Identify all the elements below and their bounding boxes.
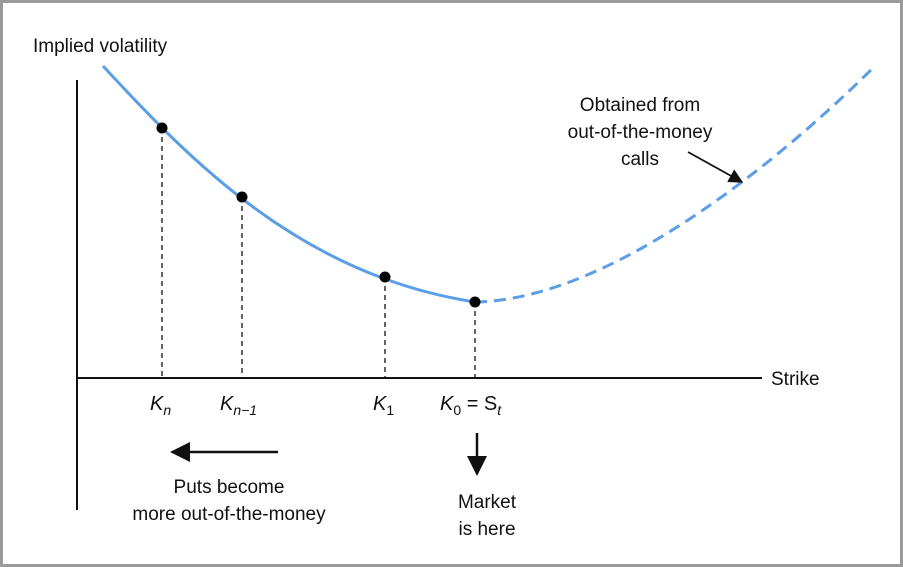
calls-pointer-arrow xyxy=(687,151,744,183)
strike-label-k0: K0 = St xyxy=(440,393,502,418)
smile-curve-solid xyxy=(101,64,476,304)
point-kn-1 xyxy=(236,191,248,203)
market-annotation-line-1: Market xyxy=(458,492,517,513)
smile-curve-dashed xyxy=(474,64,877,304)
puts-annotation-line-1: Puts become xyxy=(174,477,285,498)
calls-annotation-line-3: calls xyxy=(621,149,659,170)
market-annotation-line-2: is here xyxy=(458,519,515,540)
point-k1 xyxy=(379,271,391,283)
point-kn xyxy=(156,122,168,134)
point-k0 xyxy=(469,296,481,308)
strike-label-kn: Kn xyxy=(150,393,171,418)
x-axis-label: Strike xyxy=(771,369,820,390)
y-axis-label: Implied volatility xyxy=(33,36,168,57)
calls-annotation-line-1: Obtained from xyxy=(580,95,700,116)
strike-label-k1: K1 xyxy=(373,393,394,418)
calls-annotation-line-2: out-of-the-money xyxy=(568,122,713,143)
puts-annotation-line-2: more out-of-the-money xyxy=(132,504,326,525)
strike-label-kn-1: Kn−1 xyxy=(220,393,257,418)
